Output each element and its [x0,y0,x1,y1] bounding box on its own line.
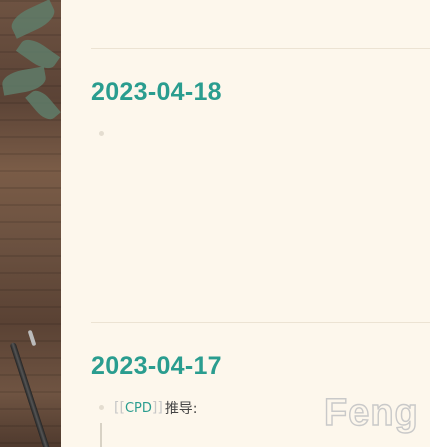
journal-divider [91,322,430,323]
pen-decoration [9,342,53,447]
journals-main: 2023-04-18 2023-04-17 [[ CPD ]] 推导: [61,0,430,447]
journal-date-title[interactable]: 2023-04-18 [91,78,222,106]
sidebar-background-image [0,0,61,447]
block-bullet[interactable] [99,131,104,136]
page-reference-link[interactable]: CPD [124,400,152,416]
leaf-decoration [7,0,59,39]
pen-tip-decoration [27,329,37,347]
child-block-guide [100,423,102,447]
ref-bracket-close: ]] [151,400,163,416]
block-content[interactable]: [[ CPD ]] 推导: [114,398,198,418]
journal-divider [91,48,430,49]
block-text: 推导: [164,401,198,417]
ref-bracket-open: [[ [114,400,125,416]
leaf-decoration [25,86,61,124]
block-bullet[interactable] [99,405,104,410]
journal-date-title[interactable]: 2023-04-17 [91,352,222,380]
watermark-text: Feng [323,392,419,434]
